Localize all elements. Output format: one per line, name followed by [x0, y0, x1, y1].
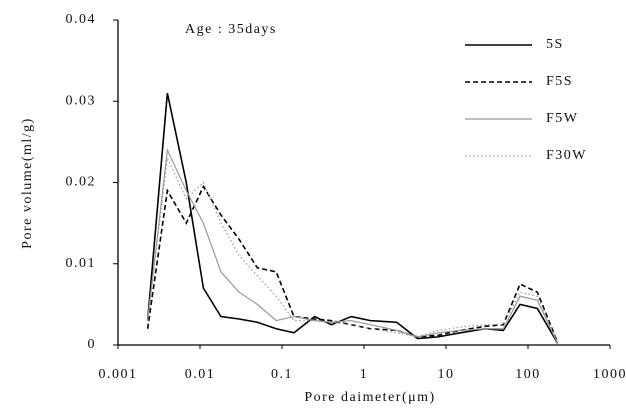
x-axis-label: Pore daimeter(μm) [304, 390, 435, 405]
x-tick-label: 0.01 [185, 367, 216, 382]
series-line [147, 147, 559, 344]
x-tick-label: 1000 [593, 367, 626, 382]
series-line [147, 155, 559, 343]
x-tick-label: 1 [360, 367, 369, 382]
x-tick-label: 0.001 [99, 367, 138, 382]
x-tick-label: 0.1 [271, 367, 293, 382]
annotation: Age : 35days [185, 22, 277, 37]
series-line [146, 92, 559, 344]
legend-label: F30W [546, 148, 587, 163]
y-tick-label: 0.04 [66, 12, 97, 27]
legend-label: F5S [546, 74, 573, 89]
y-tick-label: 0.01 [66, 256, 97, 271]
y-tick-label: 0.02 [66, 175, 97, 190]
y-tick-label: 0 [88, 337, 97, 352]
y-tick-label: 0.03 [66, 93, 97, 108]
y-axis-label: Pore volume(ml/g) [20, 117, 35, 249]
legend-label: 5S [546, 37, 564, 52]
series-line [146, 184, 559, 343]
x-tick-label: 10 [438, 367, 455, 382]
x-tick-label: 100 [515, 367, 541, 382]
legend-label: F5W [546, 111, 579, 126]
